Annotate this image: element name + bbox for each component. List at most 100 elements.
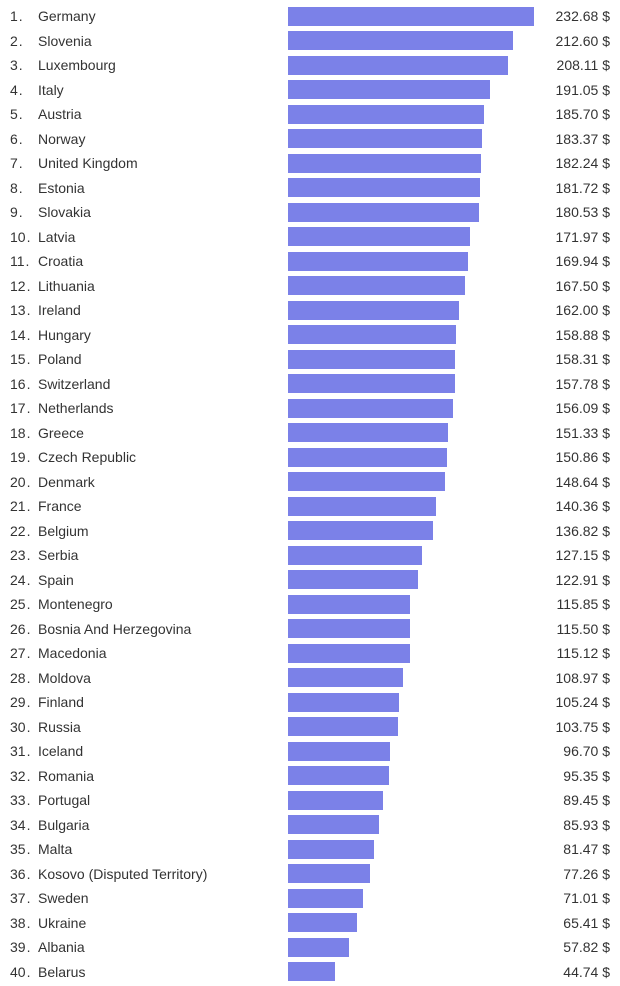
rank-label: 25 — [10, 596, 27, 612]
value-label: 115.85 $ — [534, 596, 610, 612]
bar — [288, 889, 363, 908]
chart-row: 38.Ukraine65.41 $ — [10, 911, 610, 936]
value-label: 208.11 $ — [534, 57, 610, 73]
bar-zone — [288, 568, 534, 593]
rank-label: 36 — [10, 866, 27, 882]
chart-row: 40.Belarus44.74 $ — [10, 960, 610, 985]
bar — [288, 815, 379, 834]
bar-zone — [288, 4, 534, 29]
bar-zone — [288, 176, 534, 201]
chart-row: 20.Denmark148.64 $ — [10, 470, 610, 495]
chart-row: 21.France140.36 $ — [10, 494, 610, 519]
country-label: Slovenia — [38, 33, 288, 49]
chart-row: 24.Spain122.91 $ — [10, 568, 610, 593]
rank-label: 33 — [10, 792, 27, 808]
rank-label: 24 — [10, 572, 27, 588]
bar — [288, 619, 410, 638]
chart-row: 32.Romania95.35 $ — [10, 764, 610, 789]
bar — [288, 325, 456, 344]
rank-label: 19 — [10, 449, 27, 465]
bar-zone — [288, 421, 534, 446]
value-label: 89.45 $ — [534, 792, 610, 808]
bar-zone — [288, 29, 534, 54]
country-label: Lithuania — [38, 278, 288, 294]
chart-row: 23.Serbia127.15 $ — [10, 543, 610, 568]
bar-zone — [288, 862, 534, 887]
value-label: 115.50 $ — [534, 621, 610, 637]
country-label: Montenegro — [38, 596, 288, 612]
value-label: 65.41 $ — [534, 915, 610, 931]
bar — [288, 56, 508, 75]
bar-zone — [288, 127, 534, 152]
bar — [288, 497, 436, 516]
bar — [288, 178, 480, 197]
bar-zone — [288, 274, 534, 299]
country-label: Luxembourg — [38, 57, 288, 73]
bar — [288, 472, 445, 491]
rank-label: 32 — [10, 768, 27, 784]
rank-label: 30 — [10, 719, 27, 735]
bar — [288, 227, 470, 246]
rank-label: 21 — [10, 498, 27, 514]
rank-label: 18 — [10, 425, 27, 441]
value-label: 151.33 $ — [534, 425, 610, 441]
country-label: United Kingdom — [38, 155, 288, 171]
chart-row: 6.Norway183.37 $ — [10, 127, 610, 152]
bar-zone — [288, 715, 534, 740]
bar — [288, 546, 422, 565]
chart-row: 11.Croatia169.94 $ — [10, 249, 610, 274]
bar-zone — [288, 764, 534, 789]
chart-row: 4.Italy191.05 $ — [10, 78, 610, 103]
bar — [288, 350, 455, 369]
rank-label: 14 — [10, 327, 27, 343]
bar-zone — [288, 813, 534, 838]
chart-row: 13.Ireland162.00 $ — [10, 298, 610, 323]
bar — [288, 399, 453, 418]
chart-row: 36.Kosovo (Disputed Territory)77.26 $ — [10, 862, 610, 887]
bar-zone — [288, 78, 534, 103]
bar-zone — [288, 911, 534, 936]
country-label: Norway — [38, 131, 288, 147]
rank-label: 7 — [10, 155, 19, 171]
country-label: France — [38, 498, 288, 514]
rank-label: 12 — [10, 278, 27, 294]
bar-zone — [288, 641, 534, 666]
country-label: Slovakia — [38, 204, 288, 220]
country-label: Italy — [38, 82, 288, 98]
country-label: Romania — [38, 768, 288, 784]
country-label: Netherlands — [38, 400, 288, 416]
rank-label: 27 — [10, 645, 27, 661]
rank-label: 17 — [10, 400, 27, 416]
value-label: 103.75 $ — [534, 719, 610, 735]
chart-row: 30.Russia103.75 $ — [10, 715, 610, 740]
chart-row: 5.Austria185.70 $ — [10, 102, 610, 127]
value-label: 167.50 $ — [534, 278, 610, 294]
bar-zone — [288, 225, 534, 250]
rank-label: 28 — [10, 670, 27, 686]
bar — [288, 791, 383, 810]
value-label: 44.74 $ — [534, 964, 610, 980]
bar — [288, 668, 403, 687]
bar — [288, 864, 370, 883]
bar-zone — [288, 935, 534, 960]
country-label: Macedonia — [38, 645, 288, 661]
country-label: Sweden — [38, 890, 288, 906]
chart-row: 7.United Kingdom182.24 $ — [10, 151, 610, 176]
country-label: Belgium — [38, 523, 288, 539]
bar — [288, 80, 490, 99]
rank-label: 2 — [10, 33, 19, 49]
country-label: Germany — [38, 8, 288, 24]
country-label: Serbia — [38, 547, 288, 563]
bar-zone — [288, 886, 534, 911]
country-label: Czech Republic — [38, 449, 288, 465]
value-label: 181.72 $ — [534, 180, 610, 196]
rank-label: 20 — [10, 474, 27, 490]
country-bar-chart: 1.Germany232.68 $2.Slovenia212.60 $3.Lux… — [10, 4, 610, 984]
bar — [288, 203, 479, 222]
country-label: Greece — [38, 425, 288, 441]
rank-label: 26 — [10, 621, 27, 637]
country-label: Albania — [38, 939, 288, 955]
value-label: 105.24 $ — [534, 694, 610, 710]
rank-label: 6 — [10, 131, 19, 147]
chart-row: 8.Estonia181.72 $ — [10, 176, 610, 201]
